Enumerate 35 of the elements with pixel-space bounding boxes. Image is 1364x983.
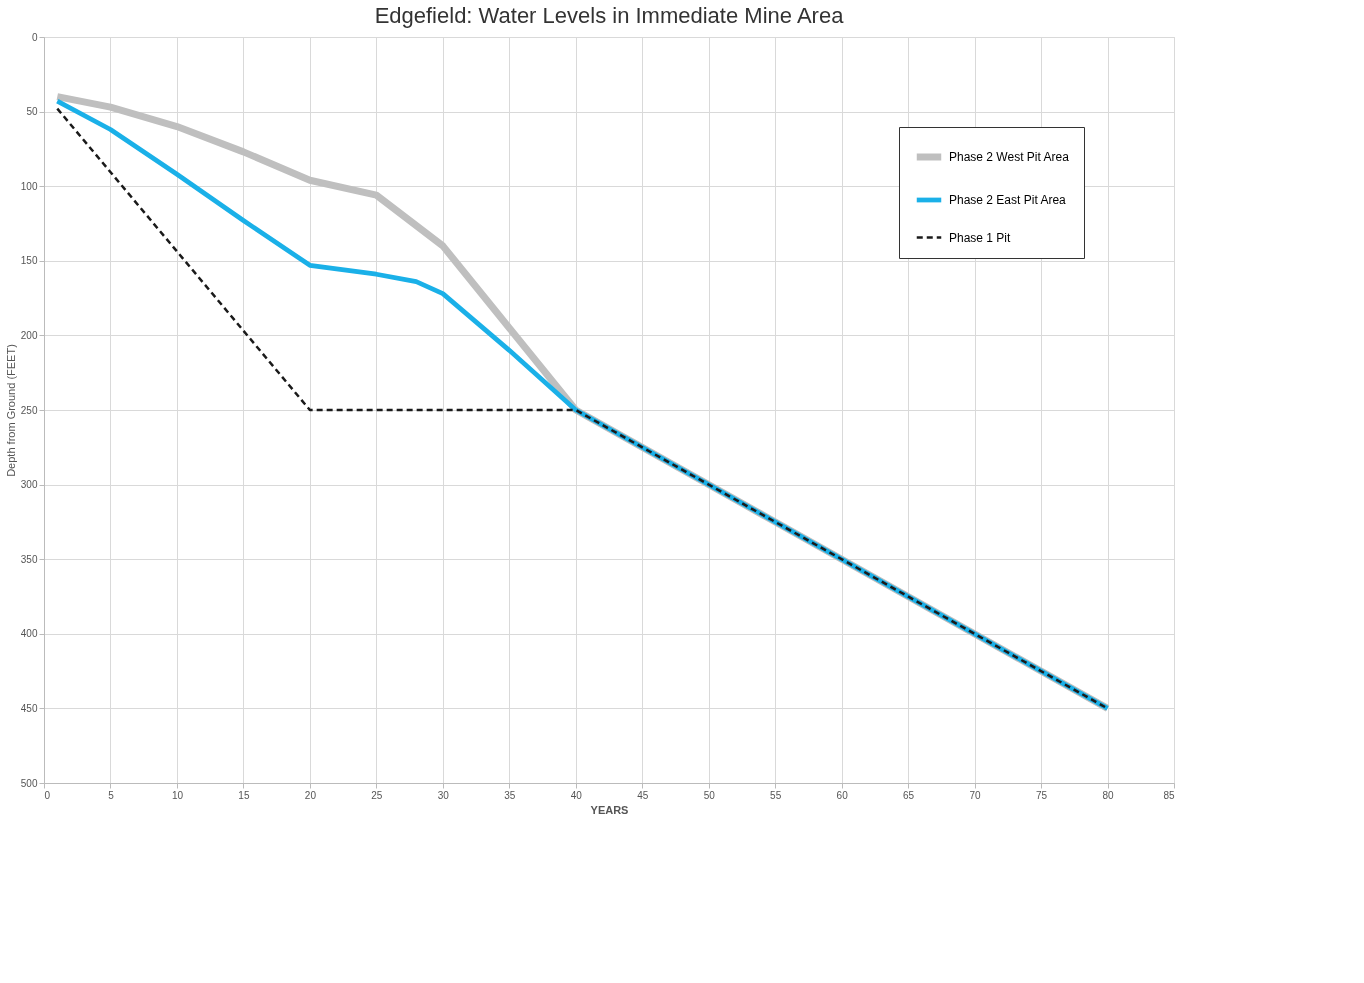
x-tick-label: 5	[108, 789, 115, 801]
legend-label: Phase 2 West Pit Area	[949, 150, 1070, 164]
y-tick-label: 450	[20, 702, 38, 714]
y-tick-label: 300	[20, 479, 38, 491]
legend-label: Phase 1 Pit	[949, 230, 1012, 245]
legend-label: Phase 2 East Pit Area	[949, 193, 1067, 207]
x-tick-label: 55	[770, 789, 782, 801]
x-tick-label: 60	[836, 789, 849, 801]
y-tick-label: 250	[20, 404, 38, 416]
chart-title: Edgefield: Water Levels in Immediate Mine Area	[374, 3, 845, 28]
y-tick-label: 200	[20, 329, 38, 341]
y-tick-label: 100	[20, 180, 38, 192]
y-tick-label: 150	[20, 255, 38, 267]
y-tick-label: 0	[31, 31, 38, 43]
x-tick-label: 75	[1036, 789, 1048, 801]
x-tick-label: 80	[1102, 789, 1115, 801]
x-tick-label: 45	[637, 789, 649, 801]
x-tick-label: 65	[903, 789, 915, 801]
y-tick-label: 50	[26, 106, 38, 118]
x-tick-label: 70	[969, 789, 982, 801]
x-tick-label: 85	[1163, 789, 1175, 801]
y-tick-label: 500	[20, 777, 38, 789]
x-tick-label: 30	[437, 789, 450, 801]
x-tick-label: 35	[504, 789, 516, 801]
y-axis-title: Depth from Ground (FEET)	[4, 344, 17, 477]
y-tick-label: 350	[20, 553, 38, 565]
x-tick-label: 40	[570, 789, 583, 801]
x-tick-label: 20	[304, 789, 317, 801]
x-axis-title: YEARS	[590, 803, 629, 816]
x-tick-label: 0	[44, 789, 51, 801]
y-tick-label: 400	[20, 628, 38, 640]
x-tick-label: 50	[703, 789, 716, 801]
x-tick-label: 15	[238, 789, 250, 801]
x-tick-label: 25	[371, 789, 383, 801]
x-tick-label: 10	[171, 789, 184, 801]
